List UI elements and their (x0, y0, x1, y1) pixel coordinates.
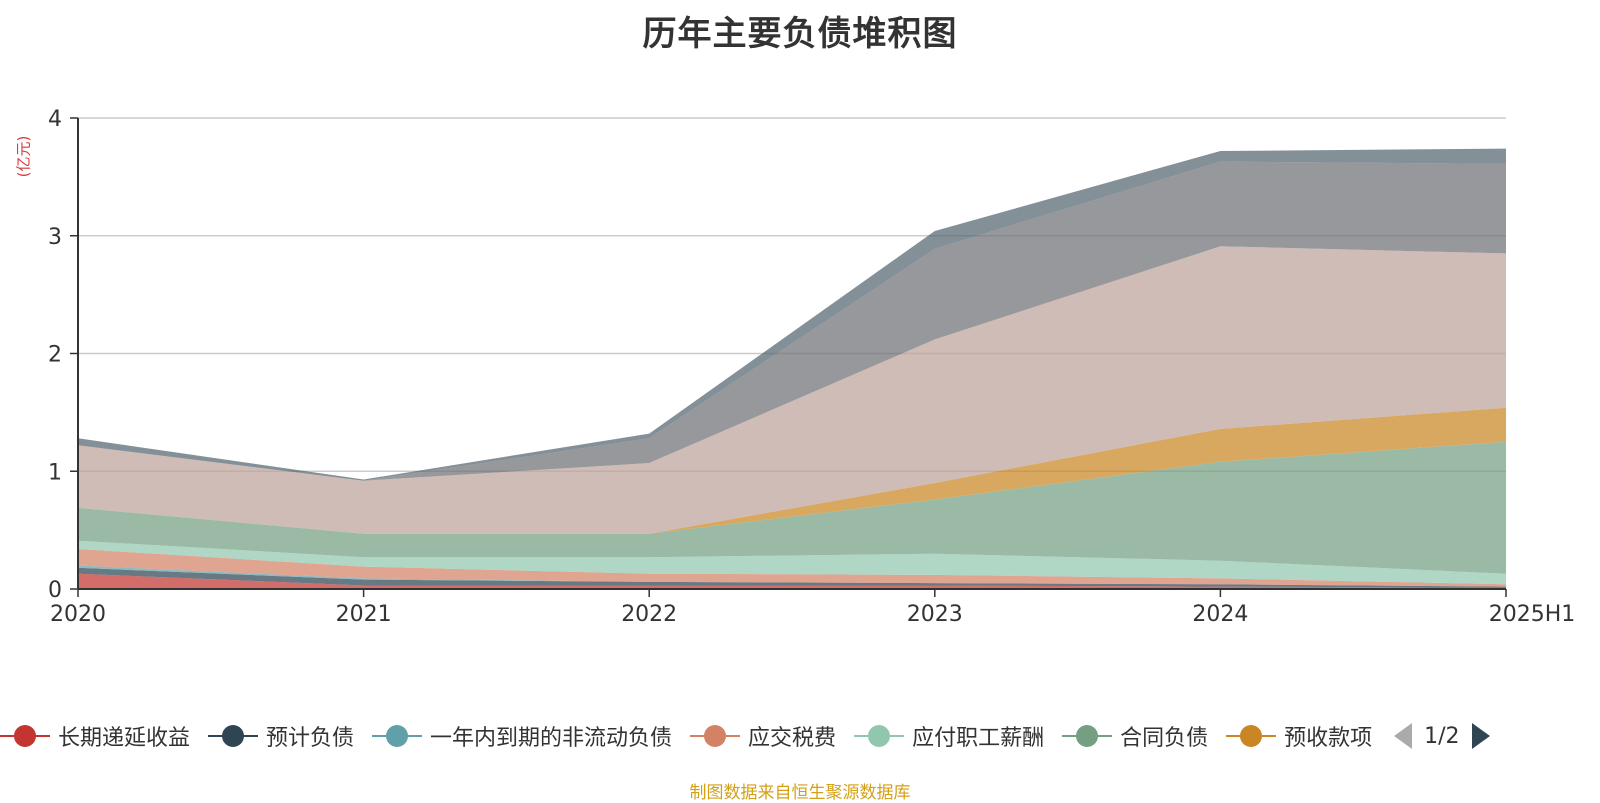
chart-title: 历年主要负债堆积图 (642, 14, 958, 54)
area-series-4[interactable] (78, 549, 1506, 587)
area-series-1[interactable] (78, 573, 1506, 589)
y-tick-label: 0 (48, 578, 62, 603)
legend-label: 合同负债 (1120, 726, 1209, 751)
legend-item[interactable]: 预计负债 (208, 720, 354, 752)
x-tick-label: 2024 (1192, 602, 1248, 627)
area-series-2[interactable] (78, 567, 1506, 588)
legend-label: 应付职工薪酬 (912, 726, 1045, 751)
legend-page-indicator: 1/2 (1424, 723, 1460, 749)
y-tick-label: 1 (48, 460, 62, 485)
legend-marker-icon (1062, 724, 1113, 748)
legend-pager: 1/2 (1394, 723, 1490, 749)
legend-marker-icon (690, 724, 741, 748)
legend-label: 应交税费 (748, 726, 837, 751)
area-series-7[interactable] (78, 407, 1506, 534)
legend-item[interactable]: 一年内到期的非流动负债 (372, 720, 672, 752)
source-note: 制图数据来自恒生聚源数据库 (689, 783, 911, 803)
legend-item[interactable]: 应付职工薪酬 (854, 720, 1044, 752)
area-series-8[interactable] (78, 246, 1506, 534)
area-series-6[interactable] (78, 441, 1506, 574)
legend-next-page-icon[interactable] (1471, 723, 1490, 749)
y-tick-label: 4 (48, 107, 62, 132)
x-tick-label: 2022 (621, 602, 677, 627)
legend-item[interactable]: 应交税费 (690, 720, 836, 752)
legend-item[interactable]: 合同负债 (1062, 720, 1208, 752)
y-tick-label: 2 (48, 343, 62, 368)
x-tick-label: 2023 (907, 602, 963, 627)
x-tick-label: 2020 (50, 602, 106, 627)
legend-label: 预收款项 (1284, 726, 1373, 751)
legend-item[interactable]: 长期递延收益 (0, 720, 190, 752)
x-tick-label: 2025H1 (1489, 602, 1576, 627)
legend-items: 长期递延收益 预计负债 一年内到期的非流动负债 应交税费 应付职工薪酬 合同负债 预收款项 (0, 720, 1390, 752)
area-series-5[interactable] (78, 540, 1506, 585)
legend-label: 预计负债 (266, 726, 355, 751)
legend-marker-icon (1226, 724, 1277, 748)
legend-label: 一年内到期的非流动负债 (430, 726, 673, 751)
axes (70, 117, 1507, 597)
legend-marker-icon (372, 724, 423, 748)
legend: 长期递延收益 预计负债 一年内到期的非流动负债 应交税费 应付职工薪酬 合同负债 预收款项 … (0, 716, 1490, 756)
legend-marker-icon (0, 724, 50, 748)
legend-label: 长期递延收益 (58, 726, 191, 751)
area-series-9[interactable] (78, 161, 1506, 481)
area-chart: 0 1 2 3 4 2020 2021 2022 2023 2024 2025H1 (48, 107, 1575, 627)
x-tick-label: 2021 (336, 602, 392, 627)
legend-prev-page-icon[interactable] (1394, 723, 1413, 749)
tick-labels: 0 1 2 3 4 2020 2021 2022 2023 2024 2025H1 (48, 107, 1575, 627)
y-tick-label: 3 (48, 225, 62, 250)
legend-marker-icon (208, 724, 259, 748)
legend-item[interactable]: 预收款项 (1226, 720, 1372, 752)
stacked-areas (78, 148, 1506, 589)
legend-marker-icon (854, 724, 905, 748)
